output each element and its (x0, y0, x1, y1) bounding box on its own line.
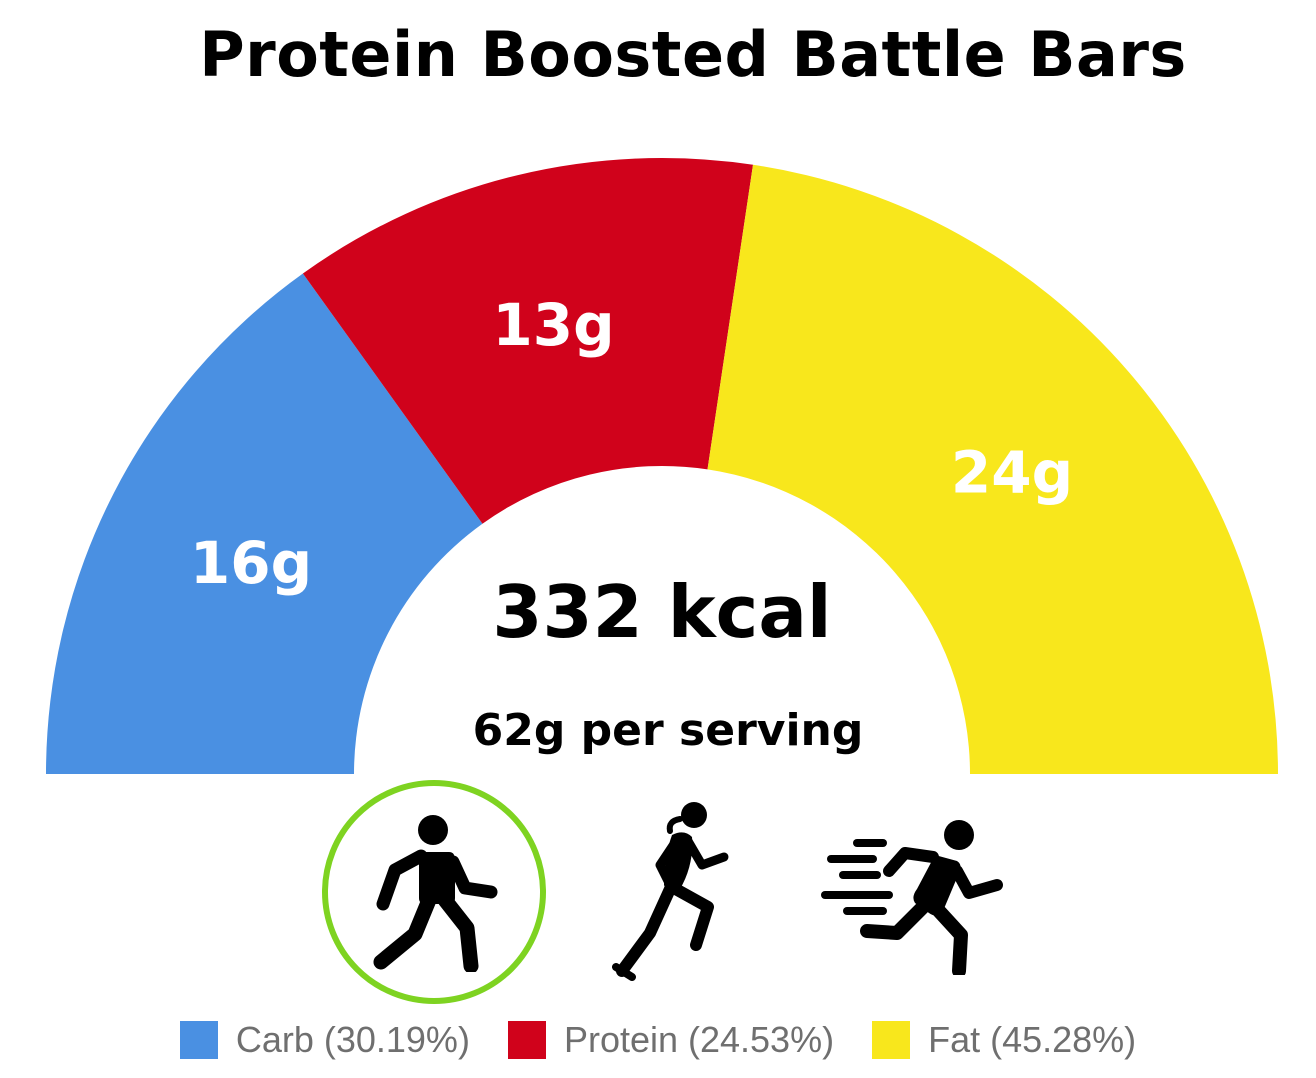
chart-title: Protein Boosted Battle Bars (199, 18, 1187, 91)
legend-swatch-fat (872, 1021, 911, 1059)
gauge-slice-protein[interactable] (302, 157, 754, 524)
chart-legend: Carb (30.19%) Protein (24.53%) Fat (45.2… (0, 1012, 1316, 1068)
gauge-slice-labels: 16g 13g 24g (190, 291, 1073, 597)
legend-label-protein: Protein (24.53%) (563, 1019, 835, 1060)
macro-gauge: 16g 13g 24g 332 kcal 62g per serving (46, 157, 1278, 774)
legend-label-carb: Carb (30.19%) (235, 1019, 470, 1060)
activity-jog-option[interactable] (600, 790, 740, 990)
calories-value: 332 kcal (492, 570, 831, 654)
slice-value-protein: 13g (492, 291, 614, 359)
legend-item-protein[interactable]: Protein (24.53%) (507, 1019, 835, 1061)
gauge-slices (46, 157, 1278, 774)
activity-walk-option[interactable] (322, 780, 546, 1004)
activity-sprint-option[interactable] (812, 810, 1012, 980)
legend-item-carb[interactable]: Carb (30.19%) (179, 1019, 470, 1061)
legend-swatch-protein (507, 1021, 546, 1059)
serving-size-label: 62g per serving (473, 705, 864, 756)
legend-swatch-carb (179, 1021, 218, 1059)
legend-label-fat: Fat (45.28%) (928, 1019, 1137, 1060)
slice-value-carb: 16g (190, 529, 312, 597)
legend-item-fat[interactable]: Fat (45.28%) (872, 1019, 1136, 1061)
gauge-slice-carb[interactable] (46, 273, 483, 774)
slice-value-fat: 24g (951, 438, 1073, 506)
gauge-slice-fat[interactable] (707, 164, 1278, 774)
walking-icon (373, 815, 498, 972)
jogging-icon (612, 802, 729, 981)
sprinting-icon (821, 820, 1003, 975)
